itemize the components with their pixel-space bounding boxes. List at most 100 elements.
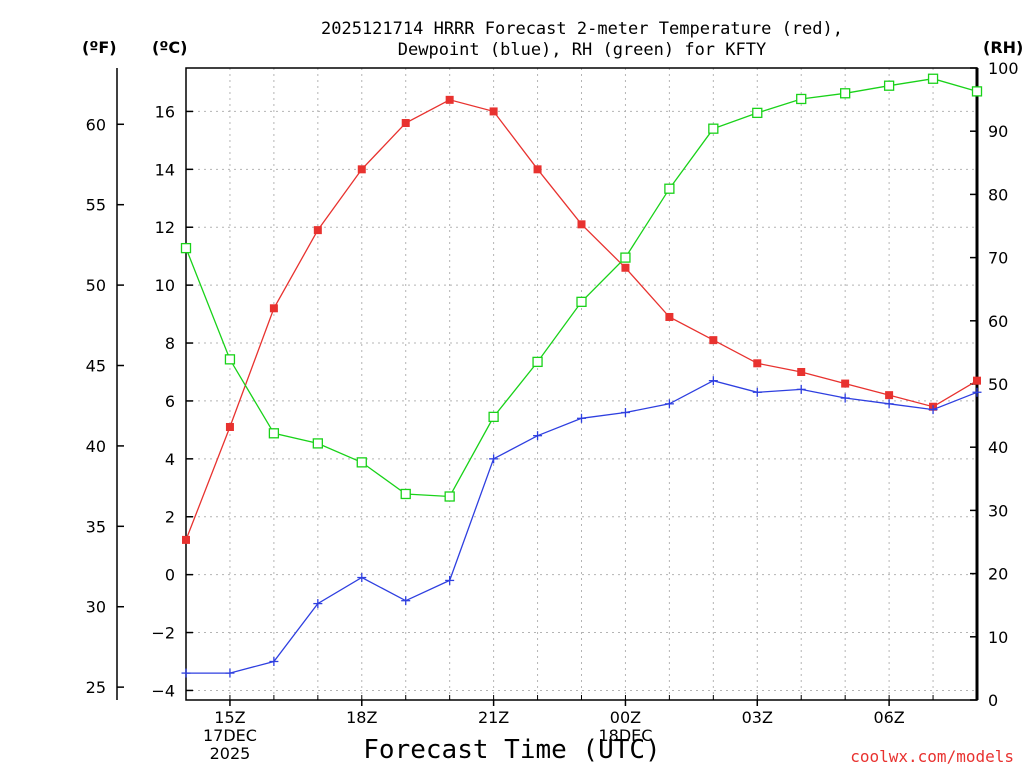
celsius-tick-label: 0 <box>165 566 175 585</box>
dewpoint-point <box>884 399 894 409</box>
dewpoint-point <box>181 668 191 678</box>
temperature-point <box>665 312 674 321</box>
x-tick-label: 00Z <box>610 708 641 727</box>
x-tick-label: 03Z <box>742 708 773 727</box>
celsius-tick-label: 4 <box>165 450 175 469</box>
rh-point <box>224 354 236 365</box>
fahrenheit-tick-label: 35 <box>86 517 106 536</box>
rh-tick-label: 60 <box>988 312 1008 331</box>
rh-tick-label: 10 <box>988 628 1008 647</box>
x-tick-label: 18DEC <box>598 726 652 745</box>
dewpoint-point <box>357 573 367 583</box>
temperature-point <box>797 367 806 376</box>
temperature-point <box>973 376 981 385</box>
fahrenheit-tick-label: 30 <box>86 598 106 617</box>
dewpoint-point <box>664 399 674 409</box>
celsius-tick-label: 8 <box>165 334 175 353</box>
rh-point <box>356 457 367 468</box>
chart-title-line1: 2025121714 HRRR Forecast 2-meter Tempera… <box>321 19 843 39</box>
x-tick-label: 2025 <box>210 744 251 763</box>
rh-tick-label: 80 <box>988 185 1008 204</box>
dewpoint-point <box>269 656 279 666</box>
dewpoint-point <box>972 387 982 397</box>
fahrenheit-tick-label: 50 <box>86 276 106 295</box>
x-tick-label: 17DEC <box>203 726 257 745</box>
celsius-tick-label: −4 <box>151 681 175 700</box>
fahrenheit-tick-label: 60 <box>86 115 106 134</box>
celsius-tick-label: 12 <box>155 218 175 237</box>
rh-point <box>796 93 807 105</box>
celsius-tick-label: 16 <box>155 102 175 121</box>
x-tick-label: 18Z <box>346 708 377 727</box>
rh-point <box>664 183 675 194</box>
dewpoint-point <box>225 668 235 678</box>
rh-point <box>488 411 499 423</box>
chart-title-line2: Dewpoint (blue), RH (green) for KFTY <box>398 40 766 60</box>
celsius-tick-label: −2 <box>151 624 175 643</box>
celsius-unit-label: (ºC) <box>152 38 187 57</box>
fahrenheit-tick-label: 25 <box>86 678 106 697</box>
dewpoint-point <box>708 376 718 386</box>
rh-point <box>840 88 851 99</box>
temperature-point <box>269 304 278 313</box>
fahrenheit-tick-label: 40 <box>86 437 106 456</box>
temperature-point <box>357 165 366 174</box>
temperature-point <box>313 226 322 235</box>
celsius-tick-label: 14 <box>155 160 175 179</box>
credit-link[interactable]: coolwx.com/models <box>850 747 1014 766</box>
celsius-tick-label: 2 <box>165 508 175 527</box>
rh-point <box>400 488 411 500</box>
rh-point <box>927 73 939 84</box>
rh-point <box>532 356 543 368</box>
fahrenheit-tick-label: 45 <box>86 357 106 376</box>
x-tick-label: 06Z <box>873 708 904 727</box>
temperature-point <box>445 95 454 104</box>
rh-point <box>620 252 631 263</box>
rh-tick-label: 90 <box>988 122 1008 141</box>
temperature-point <box>182 535 190 544</box>
fahrenheit-tick-label: 55 <box>86 196 106 215</box>
dewpoint-point <box>401 596 411 606</box>
x-tick-label: 21Z <box>478 708 509 727</box>
dewpoint-point <box>796 384 806 394</box>
celsius-tick-label: 6 <box>165 392 175 411</box>
temperature-point <box>401 119 410 128</box>
x-tick-label: 15Z <box>214 708 245 727</box>
dewpoint-point <box>840 393 850 403</box>
rh-tick-label: 20 <box>988 565 1008 584</box>
rh-tick-label: 70 <box>988 249 1008 268</box>
dewpoint-point <box>928 405 938 415</box>
dewpoint-point <box>489 454 499 464</box>
rh-tick-label: 50 <box>988 375 1008 394</box>
rh-tick-label: 100 <box>988 59 1019 78</box>
rh-point <box>752 107 763 119</box>
rh-tick-label: 0 <box>988 691 998 710</box>
rh-point <box>268 428 280 439</box>
rh-point <box>444 491 455 502</box>
rh-point <box>708 123 719 134</box>
dewpoint-point <box>313 599 323 609</box>
rh-point <box>971 86 983 97</box>
dewpoint-point <box>445 575 455 585</box>
temperature-point <box>621 263 630 272</box>
rh-tick-label: 40 <box>988 438 1008 457</box>
dewpoint-point <box>577 413 586 423</box>
temperature-point <box>753 359 762 368</box>
dewpoint-point <box>752 387 762 397</box>
dewpoint-point <box>620 408 630 418</box>
temperature-point <box>489 107 498 116</box>
temperature-point <box>841 379 850 388</box>
temperature-point <box>533 165 542 174</box>
rh-point <box>312 438 323 449</box>
celsius-tick-label: 10 <box>155 276 175 295</box>
temperature-point <box>577 220 586 229</box>
rh-unit-label: (RH) <box>983 38 1023 57</box>
x-axis-title: Forecast Time (UTC) <box>363 735 660 765</box>
rh-point <box>576 296 587 307</box>
temperature-point <box>709 336 718 345</box>
rh-point <box>883 80 895 91</box>
fahrenheit-unit-label: (ºF) <box>82 38 117 57</box>
rh-tick-label: 30 <box>988 501 1008 520</box>
